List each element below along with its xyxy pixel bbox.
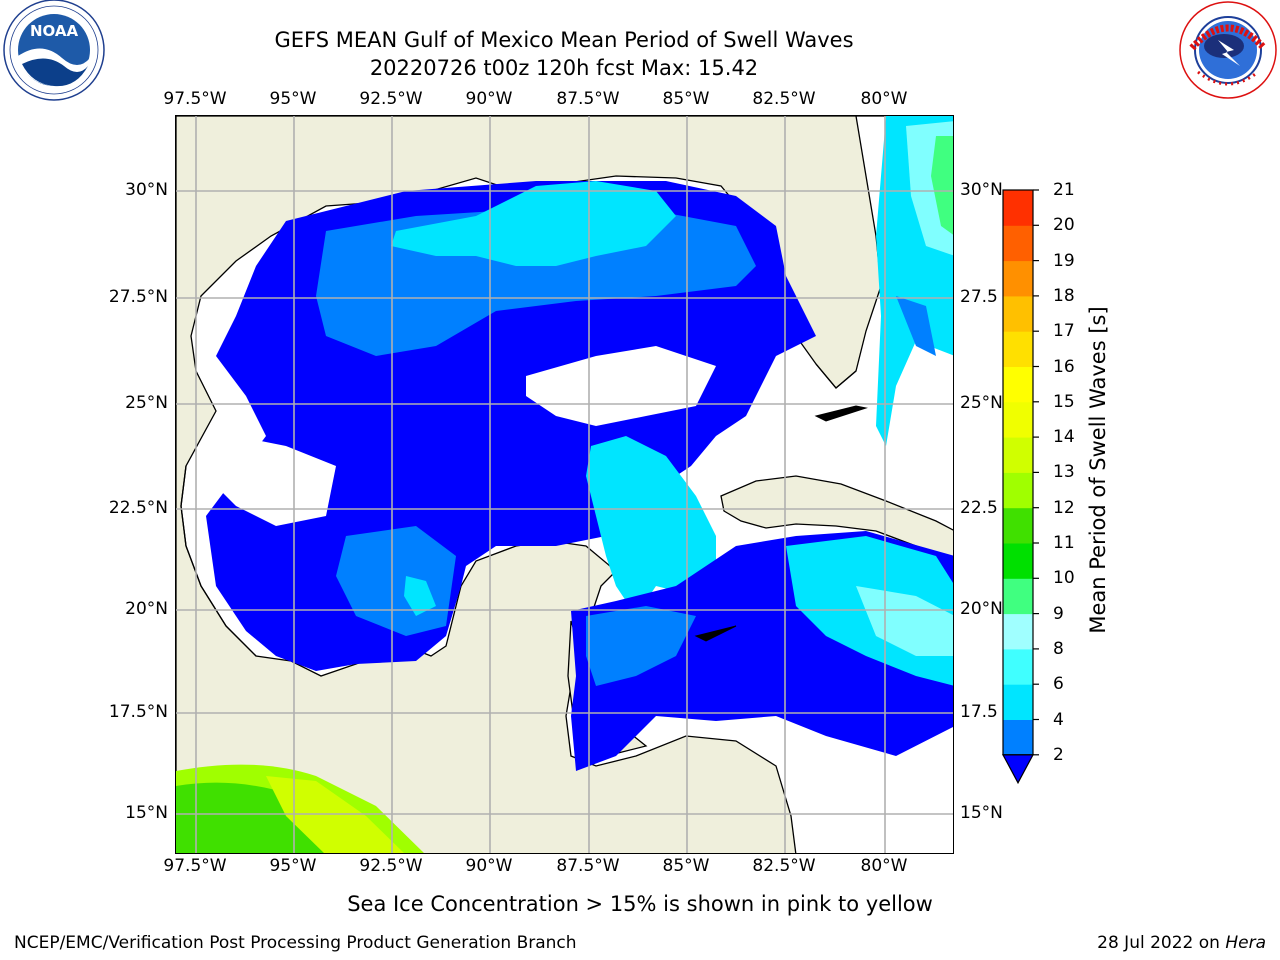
lon-tick-top: 87.5°W <box>556 89 620 109</box>
lon-tick-bottom: 97.5°W <box>163 856 227 876</box>
colorbar-level-label: 13 <box>1053 462 1075 483</box>
coastline <box>180 363 857 657</box>
colorbar-segment <box>1003 613 1033 650</box>
colorbar-level-label: 6 <box>1053 674 1064 695</box>
atlantic-swell <box>876 116 953 446</box>
colorbar-segment <box>1003 684 1033 720</box>
lon-tick-bottom: 95°W <box>269 856 317 876</box>
lon-tick-top: 82.5°W <box>752 89 816 109</box>
caribbean-swell <box>571 531 953 771</box>
colorbar-segment <box>1003 295 1033 332</box>
colorbar-level-label: 8 <box>1053 638 1064 659</box>
colorbar-segment <box>1003 437 1033 473</box>
lon-tick-top: 90°W <box>465 89 513 109</box>
colorbar-level-label: 19 <box>1053 250 1075 271</box>
gulf-swell <box>206 181 816 671</box>
colorbar-segment <box>1003 543 1033 579</box>
colorbar-segment <box>1003 507 1033 544</box>
lat-tick-left: 22.5°N <box>108 498 168 518</box>
host-name: Hera <box>1225 933 1266 953</box>
colorbar-level-label: 14 <box>1053 427 1075 448</box>
nws-logo <box>1179 1 1277 99</box>
lon-tick-top: 80°W <box>860 89 908 109</box>
sea-ice-footnote: Sea Ice Concentration > 15% is shown in … <box>347 892 933 916</box>
lat-tick-left: 25°N <box>125 393 168 413</box>
run-date: 28 Jul 2022 on Hera <box>1097 933 1266 953</box>
colorbar-level-label: 16 <box>1053 356 1075 377</box>
gulf-cyan-channel <box>586 436 716 616</box>
lon-tick-top: 85°W <box>662 89 710 109</box>
graticule <box>176 116 953 853</box>
credit-line: NCEP/EMC/Verification Post Processing Pr… <box>14 933 577 953</box>
colorbar-segment <box>1003 260 1033 297</box>
lat-tick-right: 27.5 <box>960 287 998 307</box>
colorbar-level-label: 17 <box>1053 321 1075 342</box>
colorbar-level-label: 15 <box>1053 391 1075 412</box>
map-plot-area[interactable] <box>175 115 954 854</box>
lat-tick-right: 20°N <box>960 599 1003 619</box>
lon-tick-bottom: 82.5°W <box>752 856 816 876</box>
colorbar-level-label: 18 <box>1053 285 1075 306</box>
colorbar-level-label: 4 <box>1053 709 1064 730</box>
lat-tick-right: 22.5 <box>960 498 998 518</box>
lat-tick-right: 30°N <box>960 180 1003 200</box>
colorbar-level-label: 9 <box>1053 603 1064 624</box>
colorbar-level-label: 11 <box>1053 533 1075 553</box>
lon-tick-bottom: 92.5°W <box>359 856 423 876</box>
lon-tick-top: 92.5°W <box>359 89 423 109</box>
colorbar-segment <box>1003 366 1033 403</box>
lon-tick-bottom: 90°W <box>465 856 513 876</box>
lat-tick-left: 27.5°N <box>108 287 168 307</box>
lat-tick-left: 20°N <box>125 599 168 619</box>
colorbar-level-label: 10 <box>1053 568 1075 589</box>
chart-title: GEFS MEAN Gulf of Mexico Mean Period of … <box>274 28 854 52</box>
lon-tick-top: 97.5°W <box>163 89 227 109</box>
colorbar-segment <box>1003 331 1033 367</box>
lon-tick-bottom: 85°W <box>662 856 710 876</box>
gulf-white-gap <box>526 346 716 426</box>
chart-subtitle: 20220726 t00z 120h fcst Max: 15.42 <box>369 56 759 80</box>
gulf-white-west <box>206 436 336 526</box>
lat-tick-left: 17.5°N <box>108 702 168 722</box>
svg-text:NOAA: NOAA <box>30 22 79 40</box>
colorbar-segment <box>1003 578 1033 615</box>
noaa-logo: NOAA <box>3 0 105 101</box>
colorbar-level-label: 21 <box>1053 180 1075 200</box>
colorbar-segment <box>1003 472 1033 509</box>
colorbar-segment <box>1003 401 1033 438</box>
colorbar-segment <box>1003 719 1033 756</box>
colorbar-segment <box>1003 190 1033 226</box>
colorbar <box>1001 189 1039 785</box>
lon-tick-top: 95°W <box>269 89 317 109</box>
lat-tick-right: 25°N <box>960 393 1003 413</box>
colorbar-segment <box>1003 648 1033 685</box>
lat-tick-right: 15°N <box>960 803 1003 823</box>
lon-tick-bottom: 80°W <box>860 856 908 876</box>
lat-tick-left: 15°N <box>125 803 168 823</box>
lat-tick-left: 30°N <box>125 180 168 200</box>
colorbar-level-label: 2 <box>1053 744 1064 765</box>
colorbar-level-label: 12 <box>1053 497 1075 518</box>
map-svg <box>176 116 953 853</box>
islands <box>694 405 868 642</box>
gulf-cyan-north <box>391 181 676 266</box>
colorbar-segment <box>1003 225 1033 262</box>
colorbar-under-arrow <box>1001 754 1035 785</box>
lat-tick-right: 17.5 <box>960 702 998 722</box>
lon-tick-bottom: 87.5°W <box>556 856 620 876</box>
colorbar-label: Mean Period of Swell Waves [s] <box>1086 306 1110 634</box>
colorbar-level-label: 20 <box>1053 215 1075 236</box>
